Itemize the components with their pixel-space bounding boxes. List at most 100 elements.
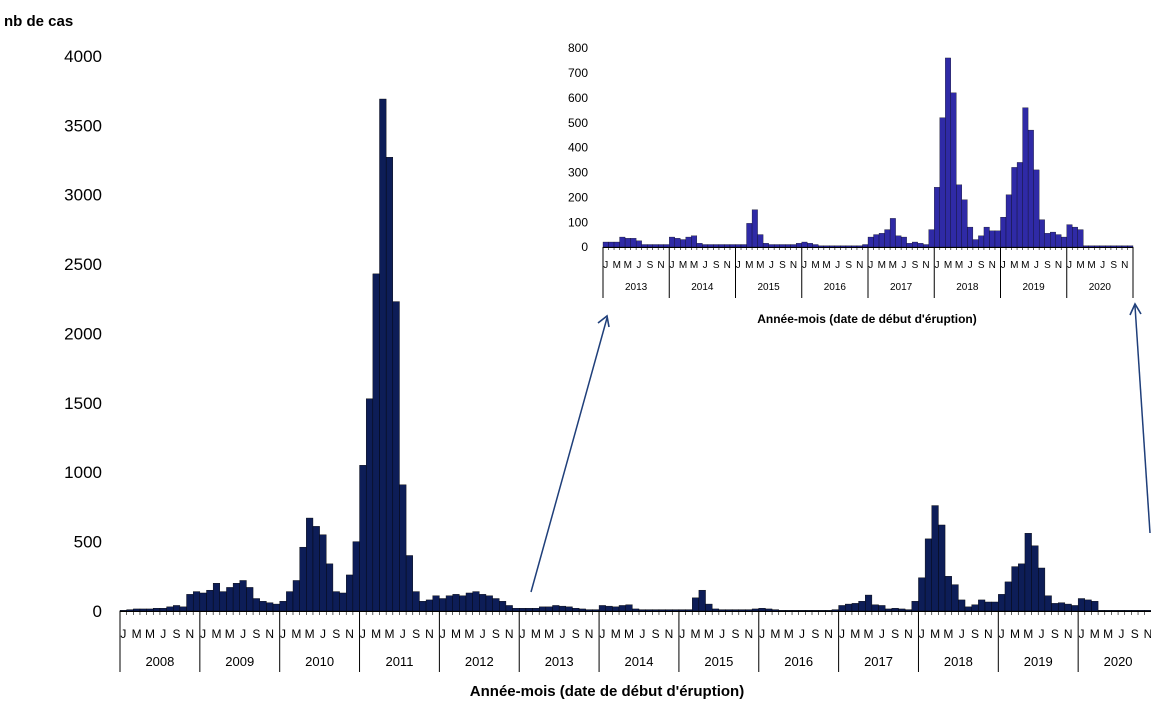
main-month-label: M: [704, 627, 714, 641]
main-bar: [971, 604, 979, 612]
zoom-arrows: [530, 302, 1151, 593]
main-bar: [818, 610, 826, 612]
main-month-label: J: [999, 627, 1005, 641]
main-bar: [725, 609, 733, 612]
main-bar: [146, 608, 154, 612]
main-bar: [718, 609, 726, 612]
inset-bar: [1088, 245, 1095, 248]
inset-bar: [945, 57, 951, 248]
main-bar: [618, 605, 626, 612]
main-month-label: J: [400, 627, 406, 641]
inset-month-label: M: [756, 260, 764, 271]
main-month-label: J: [320, 627, 326, 641]
inset-bar: [702, 244, 709, 248]
inset-bar: [658, 244, 664, 248]
main-month-label: M: [384, 627, 394, 641]
main-month-label: S: [652, 627, 660, 641]
main-bar: [811, 610, 819, 612]
main-month-label: N: [425, 627, 434, 641]
main-bar: [399, 484, 407, 612]
main-bar: [898, 608, 906, 612]
inset-month-label: S: [647, 260, 654, 271]
main-month-label: M: [770, 627, 780, 641]
main-y-tick-label: 4000: [64, 47, 102, 66]
inset-month-label: S: [779, 260, 786, 271]
main-year-label: 2011: [385, 654, 413, 669]
inset-bar: [1066, 224, 1073, 248]
main-bar: [319, 534, 327, 612]
inset-bar: [845, 245, 852, 248]
inset-bar: [1005, 194, 1012, 248]
inset-month-label: S: [1044, 260, 1051, 271]
main-month-label: N: [1064, 627, 1073, 641]
inset-bar: [934, 187, 940, 248]
main-bar: [831, 609, 839, 612]
inset-month-label: J: [968, 260, 973, 271]
main-year-label: 2009: [225, 654, 254, 669]
inset-x-axis-title: Année-mois (date de début d'éruption): [757, 312, 977, 326]
main-month-label: J: [360, 627, 366, 641]
main-year-label: 2008: [145, 654, 174, 669]
main-bar: [272, 603, 280, 612]
main-month-label: N: [186, 627, 195, 641]
main-bar: [1091, 601, 1099, 612]
main-bar: [592, 609, 600, 612]
main-bar: [179, 606, 187, 612]
inset-bar: [773, 244, 780, 248]
main-bar: [1111, 610, 1119, 612]
main-bar: [964, 606, 972, 612]
main-month-label: J: [1078, 627, 1084, 641]
main-bar: [705, 603, 713, 612]
inset-month-label: J: [1100, 260, 1105, 271]
main-bar: [166, 606, 174, 612]
inset-month-label: N: [724, 260, 731, 271]
inset-bar: [1072, 226, 1078, 248]
main-bar: [1071, 605, 1079, 612]
inset-month-label: J: [769, 260, 774, 271]
main-month-label: J: [440, 627, 446, 641]
main-month-label: M: [1010, 627, 1020, 641]
inset-month-label: J: [901, 260, 906, 271]
main-bar: [731, 609, 740, 612]
main-bar: [459, 595, 467, 612]
inset-bar: [1121, 245, 1128, 248]
main-month-label: J: [759, 627, 765, 641]
main-bar: [532, 608, 540, 612]
inset-month-label: M: [1021, 260, 1029, 271]
inset-bar: [823, 245, 830, 248]
main-bar: [1144, 610, 1151, 612]
main-bar: [1004, 581, 1012, 612]
inset-bar: [1038, 219, 1045, 248]
main-bar: [326, 563, 334, 612]
main-year-label: 2016: [784, 654, 813, 669]
main-bar: [485, 595, 493, 612]
inset-month-label: M: [690, 260, 698, 271]
inset-month-label: M: [679, 260, 687, 271]
inset-month-label: M: [889, 260, 897, 271]
main-bar: [865, 594, 873, 612]
inset-bar: [1061, 236, 1067, 248]
inset-bar: [1016, 162, 1023, 248]
inset-year-label: 2013: [625, 282, 648, 293]
inset-bar: [696, 243, 703, 248]
inset-bar: [790, 244, 797, 248]
inset-month-label: N: [1055, 260, 1062, 271]
main-bar: [159, 608, 167, 612]
inset-month-label: J: [1001, 260, 1006, 271]
main-bar: [1104, 610, 1112, 612]
inset-bar: [829, 245, 836, 248]
main-month-label: J: [240, 627, 246, 641]
main-month-label: M: [544, 627, 554, 641]
main-bar: [578, 608, 586, 612]
main-bar: [891, 608, 899, 612]
inset-bar: [685, 236, 692, 248]
inset-bar: [867, 236, 874, 248]
main-y-tick-label: 3000: [64, 186, 102, 205]
main-month-label: S: [971, 627, 979, 641]
main-bar: [958, 599, 966, 612]
inset-bar: [785, 244, 791, 248]
main-bar: [758, 608, 766, 612]
main-bar: [359, 465, 367, 612]
main-bar: [572, 608, 580, 612]
